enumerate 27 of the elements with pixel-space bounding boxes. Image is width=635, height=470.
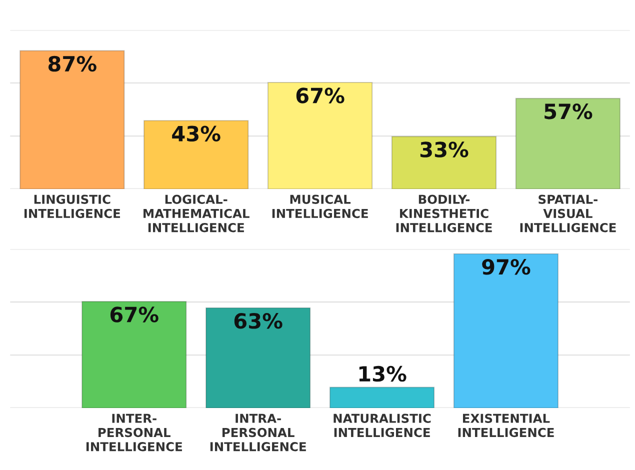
data-label: 63% [234,313,282,329]
x-tick-label: LOGICAL- MATHEMATICAL INTELLIGENCE [144,194,250,232]
bar [81,300,187,408]
data-label: 67% [110,306,158,322]
bar [20,50,125,189]
data-label: 33% [420,142,468,158]
bar [267,82,373,189]
data-label: 13% [359,366,406,382]
x-tick-label: EXISTENTIAL INTELLIGENCE [458,414,554,438]
x-tick-label: INTRA- PERSONAL INTELLIGENCE [210,414,306,452]
x-tick-label: LINGUISTIC INTELLIGENCE [24,194,120,218]
data-label: 87% [48,56,96,72]
x-tick-label: SPATIAL- VISUAL INTELLIGENCE [520,194,616,232]
data-label: 67% [296,88,344,104]
bar [143,120,249,189]
bar [391,136,497,189]
x-tick-label: NATURALISTIC INTELLIGENCE [334,414,431,438]
data-label: 57% [544,104,592,120]
data-label: 43% [172,126,220,142]
bar [329,386,435,408]
bar [205,307,311,408]
x-tick-label: BODILY- KINESTHETIC INTELLIGENCE [396,194,492,232]
x-tick-label: MUSICAL INTELLIGENCE [272,194,368,218]
bar [515,98,621,189]
data-label: 97% [482,259,530,275]
x-tick-label: INTER- PERSONAL INTELLIGENCE [86,414,182,452]
bar [453,253,559,408]
